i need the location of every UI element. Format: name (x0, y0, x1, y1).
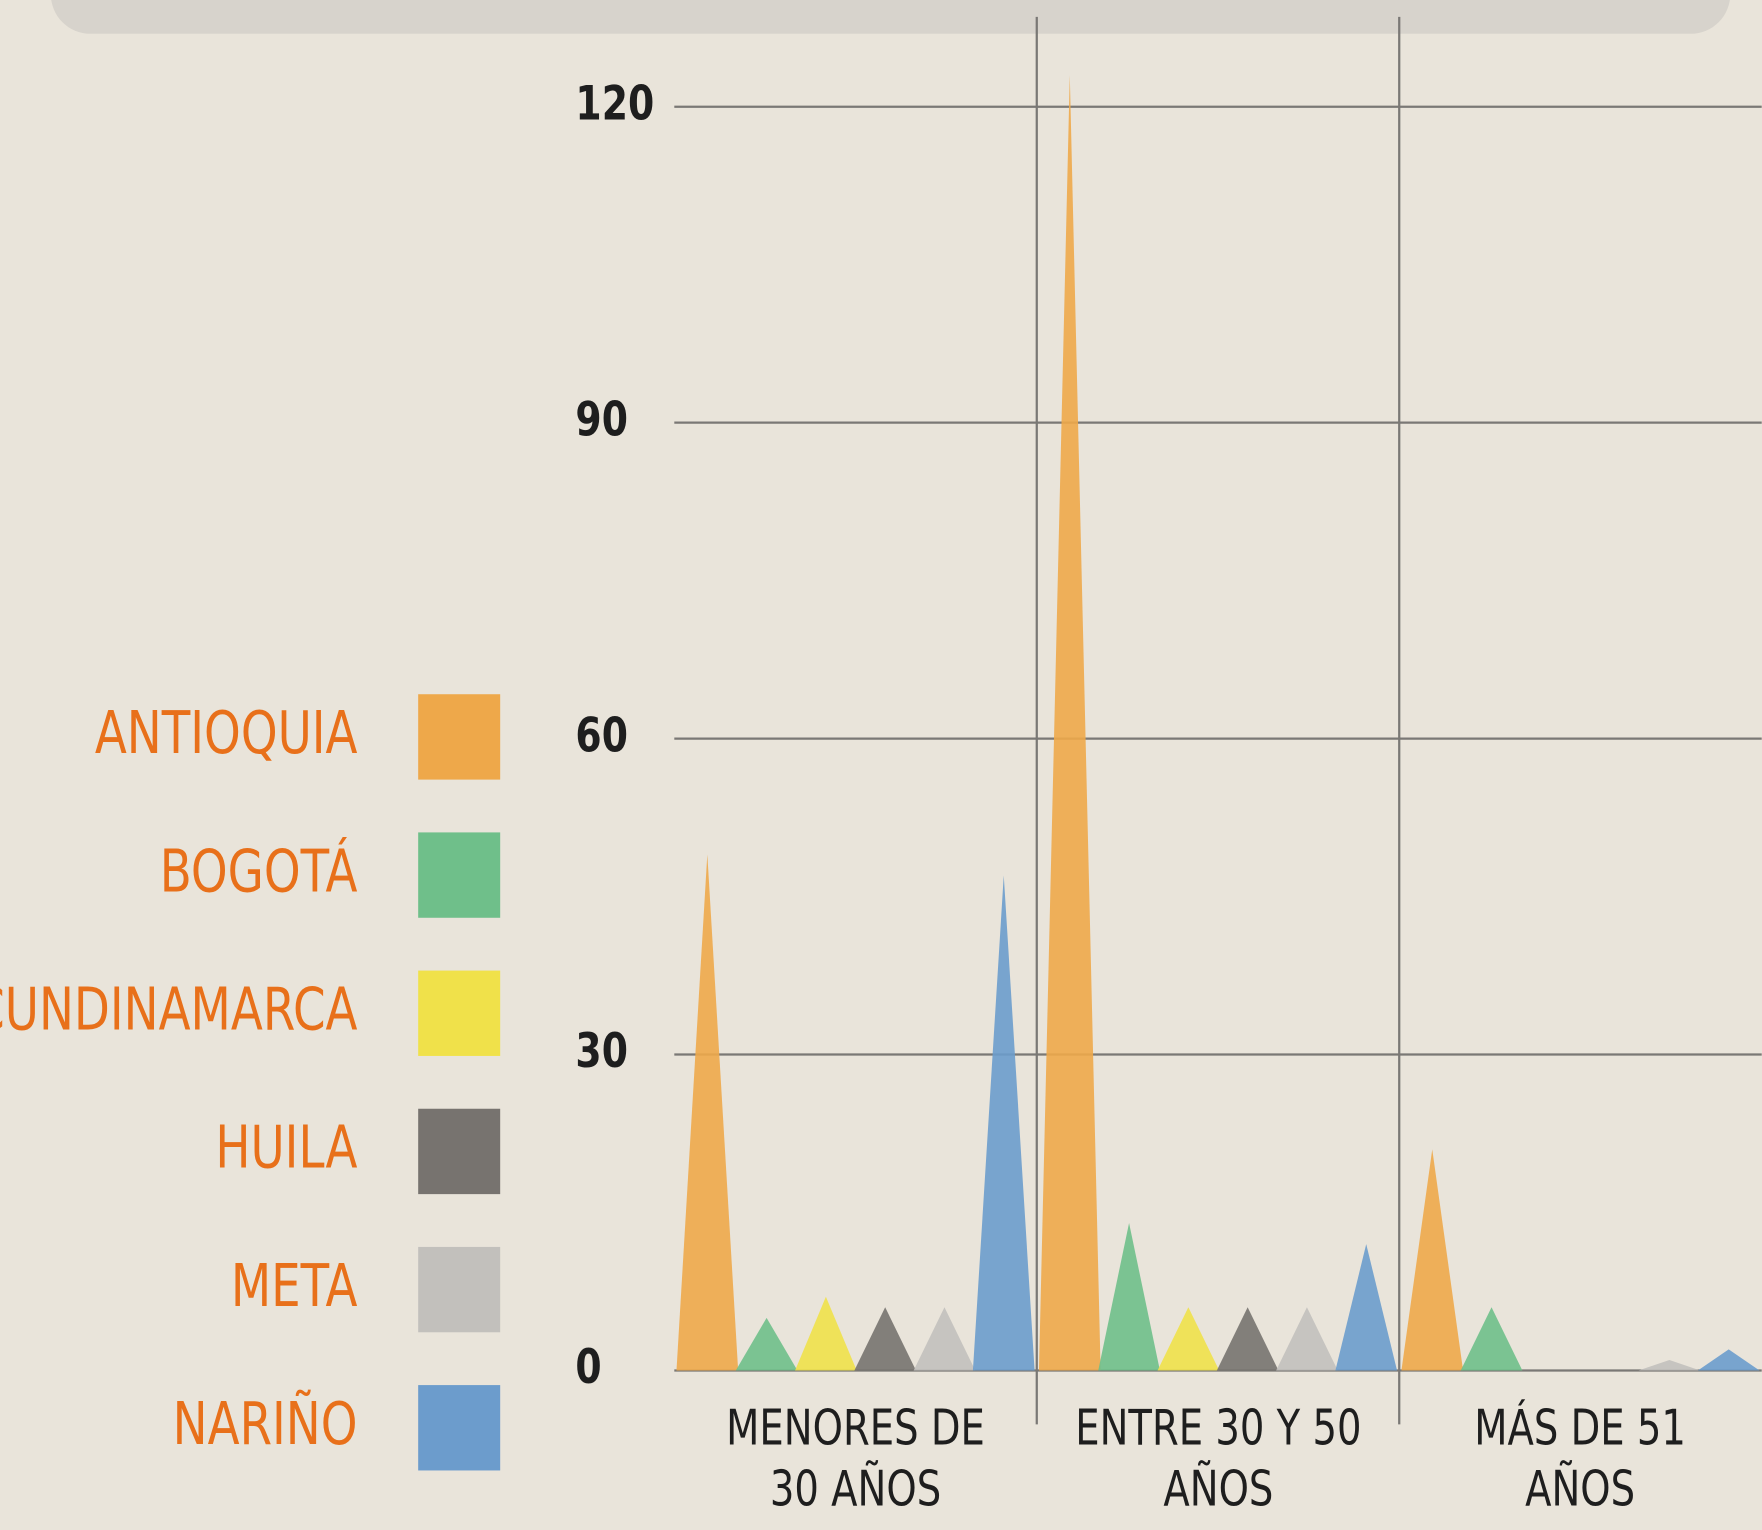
triangle-bar (1157, 1307, 1220, 1371)
legend-label: HUILA (215, 1115, 357, 1182)
legend-label: META (231, 1253, 358, 1320)
triangle-bar (1638, 1359, 1701, 1371)
triangle-bar (1697, 1349, 1760, 1371)
legend-swatch (418, 832, 501, 918)
triangle-bar (1216, 1307, 1279, 1371)
y-tick-label: 60 (575, 708, 628, 763)
legend-label: ANTIOQUIA (95, 700, 358, 767)
triangle-bar (1038, 75, 1101, 1371)
legend-swatch (418, 1246, 501, 1333)
triangle-bar (676, 854, 739, 1371)
legend-label: BOGOTÁ (160, 836, 358, 906)
legend-swatch (418, 1108, 501, 1195)
x-tick-label: MENORES DE 30 AÑOS (726, 1399, 985, 1518)
triangle-bar (854, 1307, 917, 1371)
triangle-bar (1460, 1307, 1523, 1371)
triangle-bar (972, 875, 1035, 1371)
triangle-bar (1098, 1223, 1160, 1371)
triangle-bar (913, 1307, 976, 1371)
triangle-bar (1335, 1244, 1398, 1371)
legend-swatch (418, 970, 501, 1056)
y-tick-label: 30 (575, 1024, 628, 1079)
x-tick-label: MÁS DE 51 AÑOS (1474, 1399, 1687, 1518)
triangle-bar (1276, 1307, 1338, 1371)
x-tick-label: ENTRE 30 Y 50 AÑOS (1074, 1399, 1362, 1518)
legend-swatch (418, 1385, 501, 1471)
header-bar (51, 0, 1730, 34)
legend-swatch (418, 694, 501, 780)
triangle-bar (1401, 1149, 1464, 1371)
y-tick-label: 0 (575, 1340, 601, 1395)
x-label-box: MENORES DE 30 AÑOS (726, 1399, 985, 1518)
triangle-bar (795, 1296, 857, 1371)
legend-label: CUNDINAMARCA (0, 976, 358, 1043)
legend-label: NARIÑO (173, 1389, 358, 1459)
x-label-box: MÁS DE 51 AÑOS (1474, 1399, 1687, 1518)
y-tick-label: 90 (575, 392, 628, 447)
y-tick-label: 120 (575, 76, 654, 131)
x-label-box: ENTRE 30 Y 50 AÑOS (1074, 1399, 1362, 1518)
triangle-bar (735, 1317, 798, 1371)
